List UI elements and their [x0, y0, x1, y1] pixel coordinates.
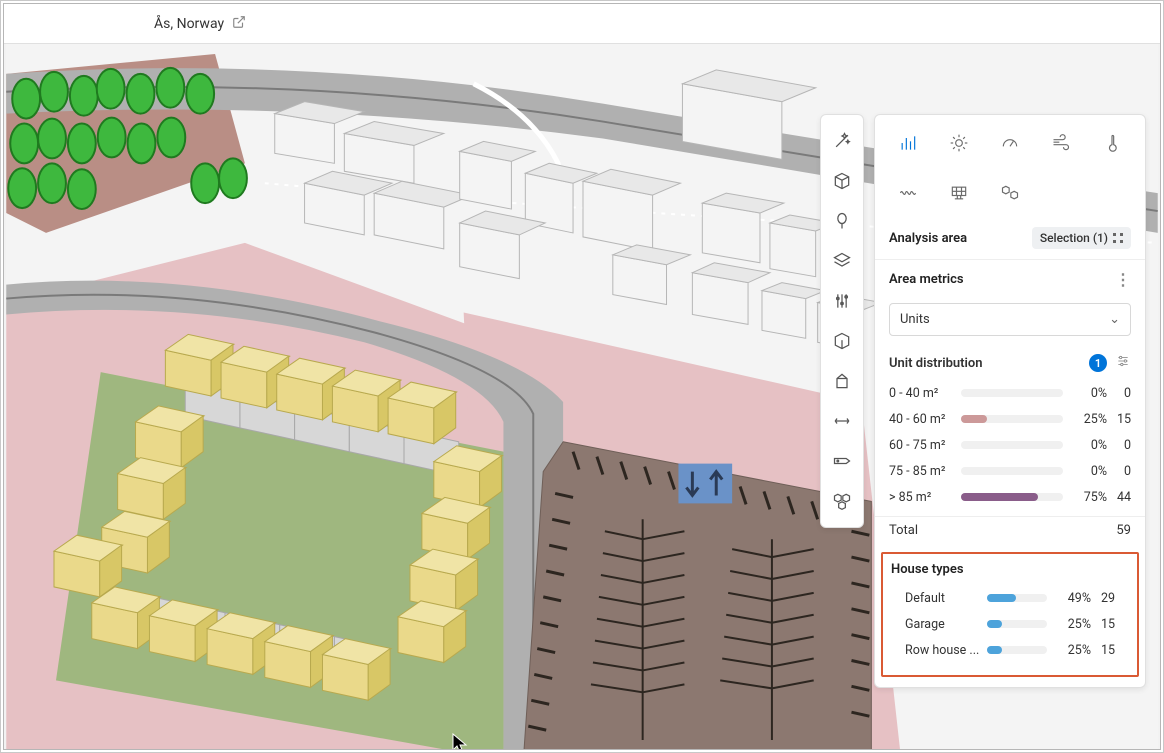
metric-select[interactable]: Units ⌄ — [889, 303, 1131, 336]
tool-toolbar — [820, 114, 864, 528]
house-types-label: House types — [891, 562, 1129, 577]
dist-row: 75 - 85 m² 0%0 — [889, 458, 1131, 484]
cubes-icon[interactable] — [985, 175, 1036, 211]
dist-pct: 0% — [1071, 438, 1107, 453]
dist-row: 40 - 60 m² 25%15 — [889, 406, 1131, 432]
total-label: Total — [889, 523, 918, 538]
unit-distribution-header: Unit distribution 1 — [875, 348, 1145, 380]
dimension-tool[interactable] — [822, 401, 862, 441]
layers-tool[interactable] — [822, 241, 862, 281]
dist-bar — [987, 594, 1047, 602]
dist-bar — [987, 620, 1047, 628]
dist-label: 40 - 60 m² — [889, 412, 957, 427]
house-types-block: House types Default49%29Garage25%15Row h… — [881, 552, 1139, 677]
dist-count: 0 — [1107, 438, 1131, 453]
unit-distribution-label: Unit distribution — [889, 356, 983, 371]
modules-tool[interactable] — [822, 481, 862, 521]
area-metrics-section: Area metrics ⋮ Units ⌄ Unit distribution… — [875, 259, 1145, 677]
dist-label: Garage — [905, 617, 983, 632]
dist-count: 0 — [1107, 386, 1131, 401]
dist-row: Row house ... 25%15 — [905, 637, 1115, 663]
metric-select-value: Units — [900, 312, 930, 327]
location-label[interactable]: Ås, Norway — [154, 16, 224, 32]
dist-count: 0 — [1107, 464, 1131, 479]
dist-pct: 25% — [1055, 643, 1091, 658]
gauge-icon[interactable] — [985, 125, 1036, 161]
tag-tool[interactable] — [822, 441, 862, 481]
dist-count: 29 — [1091, 591, 1115, 606]
dist-bar — [987, 646, 1047, 654]
dist-bar — [961, 389, 1063, 397]
settings-sliders-icon[interactable] — [1115, 354, 1131, 372]
analysis-area-label: Analysis area — [889, 231, 967, 246]
metrics-icon[interactable] — [883, 125, 934, 161]
solar-panel-icon[interactable] — [934, 175, 985, 211]
mass-tool[interactable] — [822, 361, 862, 401]
dist-row: > 85 m² 75%44 — [889, 484, 1131, 510]
dist-bar — [961, 467, 1063, 475]
dist-count: 15 — [1091, 617, 1115, 632]
unit-distribution-rows: 0 - 40 m²0%040 - 60 m²25%1560 - 75 m²0%0… — [875, 380, 1145, 516]
analysis-icon-row — [875, 115, 1145, 165]
total-value: 59 — [1116, 523, 1131, 538]
total-row: Total 59 — [875, 516, 1145, 548]
unit-count-badge: 1 — [1089, 354, 1107, 372]
dist-label: 75 - 85 m² — [889, 464, 957, 479]
area-metrics-label: Area metrics — [889, 272, 964, 287]
3d-canvas[interactable]: Analysis area Selection (1) Area metrics… — [4, 44, 1160, 749]
external-link-icon[interactable] — [232, 15, 246, 33]
tree-tool[interactable] — [822, 201, 862, 241]
dist-pct: 0% — [1071, 464, 1107, 479]
dist-count: 15 — [1107, 412, 1131, 427]
dist-label: 60 - 75 m² — [889, 438, 957, 453]
dist-label: Default — [905, 591, 983, 606]
dist-label: > 85 m² — [889, 490, 957, 505]
thermometer-icon[interactable] — [1086, 125, 1137, 161]
dist-row: 0 - 40 m² 0%0 — [889, 380, 1131, 406]
dist-row: Default 49%29 — [905, 585, 1115, 611]
chevron-down-icon: ⌄ — [1109, 312, 1120, 327]
sun-icon[interactable] — [934, 125, 985, 161]
analysis-area-row: Analysis area Selection (1) — [875, 215, 1145, 259]
cube-tool[interactable] — [822, 161, 862, 201]
analysis-icon-row-2 — [875, 165, 1145, 215]
dist-bar — [961, 441, 1063, 449]
dist-bar — [961, 493, 1063, 501]
more-menu-icon[interactable]: ⋮ — [1115, 270, 1131, 289]
dist-count: 44 — [1107, 490, 1131, 505]
dist-pct: 0% — [1071, 386, 1107, 401]
dist-pct: 75% — [1071, 490, 1107, 505]
selection-badge[interactable]: Selection (1) — [1032, 227, 1131, 249]
dist-label: 0 - 40 m² — [889, 386, 957, 401]
dist-bar — [961, 415, 1063, 423]
analysis-panel: Analysis area Selection (1) Area metrics… — [874, 114, 1146, 688]
wind-icon[interactable] — [1035, 125, 1086, 161]
top-bar: Ås, Norway — [4, 4, 1160, 44]
dist-label: Row house ... — [905, 643, 983, 658]
dist-count: 15 — [1091, 643, 1115, 658]
dist-pct: 49% — [1055, 591, 1091, 606]
dist-row: 60 - 75 m² 0%0 — [889, 432, 1131, 458]
cursor-icon — [452, 733, 470, 749]
adjust-tool[interactable] — [822, 281, 862, 321]
noise-icon[interactable] — [883, 175, 934, 211]
building-tool[interactable] — [822, 321, 862, 361]
dist-pct: 25% — [1071, 412, 1107, 427]
dist-pct: 25% — [1055, 617, 1091, 632]
house-type-rows: Default 49%29 Garage 25%15 Row house ... 25%1… — [891, 585, 1129, 669]
dist-row: Garage 25%15 — [905, 611, 1115, 637]
magic-wand-tool[interactable] — [822, 121, 862, 161]
